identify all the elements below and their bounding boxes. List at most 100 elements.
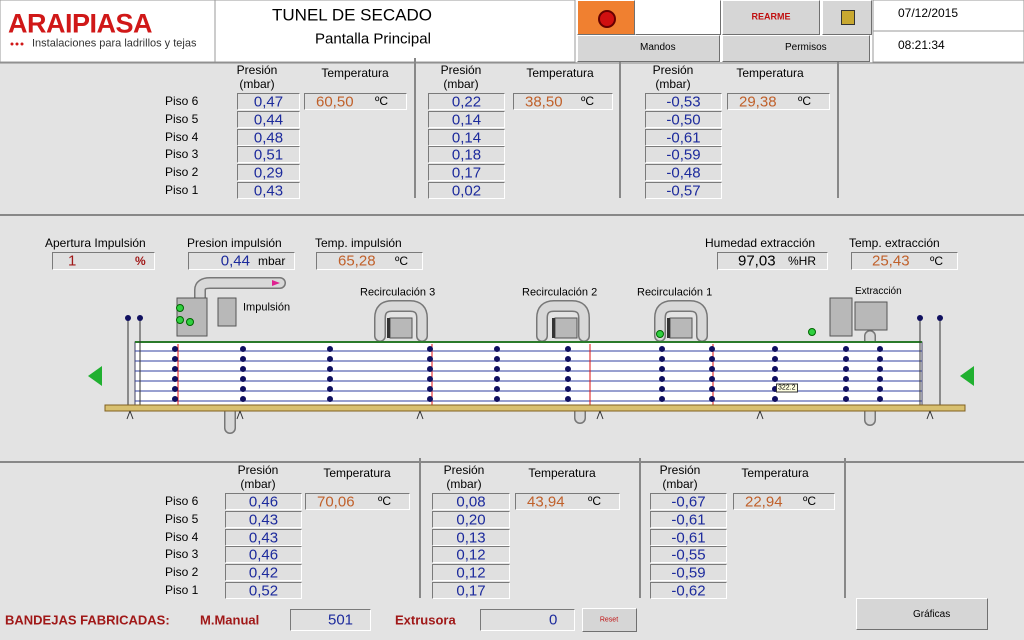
pressure-box <box>432 546 510 564</box>
pressure-box <box>432 582 510 599</box>
tray <box>659 356 665 362</box>
post-top <box>937 315 943 321</box>
reading-value: 0,44 <box>220 252 250 270</box>
time: 08:21:34 <box>898 38 945 52</box>
unit: % <box>135 254 146 268</box>
mandos-button[interactable] <box>577 35 720 62</box>
pressure-value: 0,17 <box>451 164 482 182</box>
tray <box>709 366 715 372</box>
unit: ºC <box>375 94 389 108</box>
column-header: Presión <box>652 63 694 77</box>
header-cell <box>872 0 1024 32</box>
tray <box>172 366 178 372</box>
pressure-value: 0,44 <box>253 111 284 129</box>
reading-label: Humedad extracción <box>705 236 816 250</box>
fan <box>217 297 237 327</box>
pressure-box <box>432 528 510 546</box>
pressure-box <box>237 93 300 110</box>
tray <box>843 356 849 362</box>
pressure-box <box>650 528 727 546</box>
pressure-value: 0,43 <box>248 511 279 529</box>
lock-button[interactable] <box>822 0 872 35</box>
floor-label: Piso 6 <box>165 494 199 508</box>
diagram-label: Recirculación 1 <box>637 286 713 299</box>
tray <box>659 396 665 402</box>
reset-button[interactable] <box>582 608 637 632</box>
tray <box>494 346 500 352</box>
fan <box>389 317 413 339</box>
reading-box <box>52 252 155 270</box>
column-header: Temperatura <box>528 466 596 480</box>
pressure-box <box>225 564 302 582</box>
alarm-button[interactable] <box>577 0 635 35</box>
tray <box>709 386 715 392</box>
indicator <box>176 316 184 324</box>
tray <box>565 346 571 352</box>
floor-label: Piso 2 <box>165 165 199 180</box>
arrow <box>272 280 280 286</box>
tray <box>327 346 333 352</box>
tunnel <box>134 341 923 406</box>
tray <box>172 376 178 382</box>
reading-box <box>316 252 423 270</box>
reading-box <box>717 252 828 270</box>
temperature-value: 70,06 <box>317 493 355 511</box>
leg <box>236 410 244 420</box>
tray <box>427 396 433 402</box>
tagline: Instalaciones para ladrillos y tejas <box>32 37 197 50</box>
tray <box>172 346 178 352</box>
pressure-value: 0,14 <box>451 129 482 147</box>
tray <box>659 386 665 392</box>
tray <box>877 356 883 362</box>
leg <box>756 410 764 420</box>
tray <box>772 346 778 352</box>
reading-value: 65,28 <box>338 252 376 270</box>
fan <box>387 318 390 338</box>
unit: ºC <box>395 254 409 268</box>
pressure-box <box>225 582 302 599</box>
tray <box>843 346 849 352</box>
charts-button[interactable] <box>856 598 988 630</box>
pressure-box <box>650 546 727 564</box>
fan <box>552 318 555 338</box>
blank-button[interactable] <box>635 0 721 35</box>
leg <box>416 410 424 420</box>
indicator <box>808 328 816 336</box>
permisos-button[interactable] <box>722 35 870 62</box>
diagram-label: Recirculación 3 <box>360 286 436 299</box>
button-label: Permisos <box>785 42 827 53</box>
pressure-box <box>428 164 505 182</box>
tray <box>843 376 849 382</box>
tray <box>172 386 178 392</box>
column-header: (mbar) <box>446 477 482 491</box>
rearme-button[interactable] <box>722 0 820 35</box>
unit: ºC <box>803 494 817 508</box>
tray <box>565 376 571 382</box>
counter-box <box>480 609 575 631</box>
unit: ºC <box>930 254 944 268</box>
leg <box>126 410 134 420</box>
pressure-box <box>237 128 300 146</box>
tray <box>772 396 778 402</box>
tray <box>494 356 500 362</box>
pressure-box <box>432 493 510 510</box>
logo: ARAIPIASA <box>8 8 153 39</box>
floor-bar <box>104 404 966 412</box>
floor-label: Piso 2 <box>165 565 199 580</box>
pressure-box <box>237 182 300 199</box>
floor-label: Piso 5 <box>165 111 199 126</box>
screen-subtitle: Pantalla Principal <box>315 30 431 48</box>
footer-label: M.Manual <box>200 612 260 628</box>
tray <box>427 346 433 352</box>
button-label: Mandos <box>640 42 676 53</box>
pressure-box <box>225 510 302 528</box>
unit: ºC <box>378 494 392 508</box>
pressure-box <box>428 128 505 146</box>
pressure-box <box>428 93 505 110</box>
reading-value: 97,03 <box>738 252 776 270</box>
pressure-box <box>645 146 722 164</box>
header-cell <box>214 0 576 63</box>
temperature-box <box>727 93 830 110</box>
